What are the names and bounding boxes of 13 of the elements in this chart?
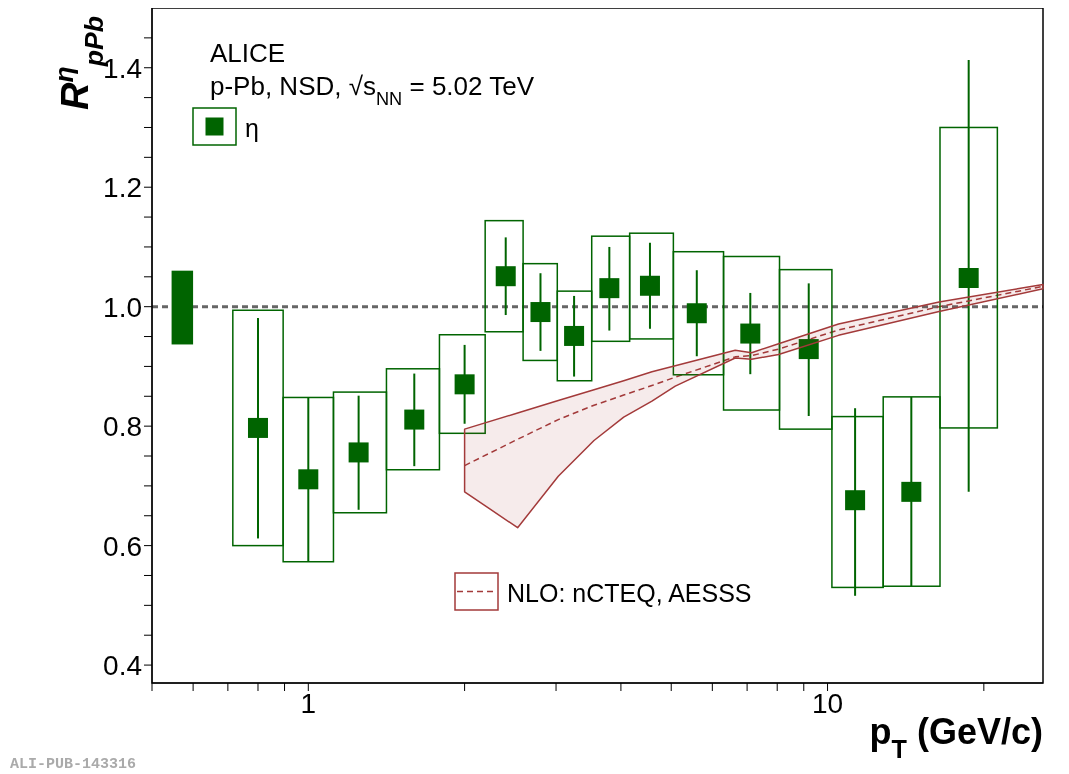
y-tick-label: 1.2 — [103, 172, 142, 204]
legend-label: NLO: nCTEQ, AESSS — [507, 579, 752, 607]
y-tick-label: 0.8 — [103, 411, 142, 443]
y-tick-label: 0.6 — [103, 530, 142, 562]
x-tick-label: 1 — [300, 687, 317, 719]
text: p-Pb, NSD, √s$_{NN}$ = 5.02 TeV — [210, 71, 535, 109]
x-tick-label: 10 — [811, 687, 844, 719]
y-tick-label: 0.4 — [103, 650, 142, 682]
y-tick-label: 1.0 — [103, 291, 142, 323]
text: ALICE — [210, 38, 286, 68]
text: ALI-PUB-143316 — [10, 756, 137, 773]
legend-label: η — [245, 114, 259, 142]
x-axis-title: p$_{T}$ (GeV/c) — [869, 711, 1043, 763]
